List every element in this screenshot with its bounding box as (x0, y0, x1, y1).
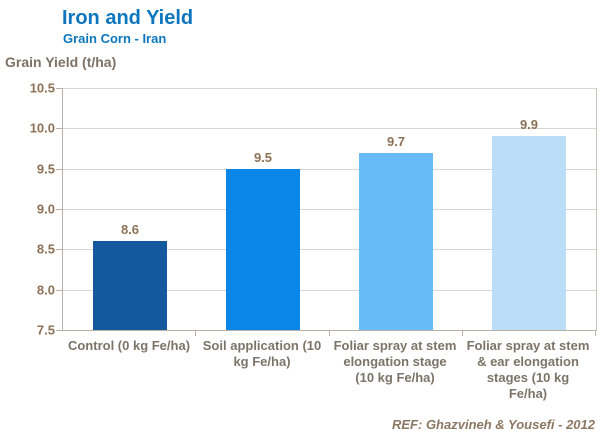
reference-credit: REF: Ghazvineh & Yousefi - 2012 (392, 417, 595, 432)
x-axis-tick (595, 331, 596, 336)
category-label-4: Foliar spray at stem & ear elongation st… (466, 338, 590, 401)
y-axis-tick (56, 128, 62, 129)
y-axis-tick (56, 88, 62, 89)
y-axis-tick (56, 330, 62, 331)
gridline (63, 249, 596, 250)
x-axis-tick (195, 331, 196, 336)
category-label-3: Foliar spray at stem elongation stage (1… (333, 338, 457, 385)
y-axis-tick-label: 7.5 (36, 322, 55, 338)
category-label-1: Control (0 kg Fe/ha) (67, 338, 191, 353)
y-axis-tick (56, 290, 62, 291)
category-label-2: Soil application (10 kg Fe/ha) (202, 338, 322, 369)
bar-3 (359, 153, 433, 330)
y-axis-tick-label: 10.0 (29, 120, 55, 136)
chart-title: Iron and Yield (62, 7, 194, 29)
bar-2 (226, 169, 300, 330)
gridline (63, 209, 596, 210)
gridline (63, 88, 596, 89)
x-axis-tick (462, 331, 463, 336)
x-axis-tick (329, 331, 330, 336)
y-axis-title: Grain Yield (t/ha) (5, 54, 117, 70)
y-axis-tick-label: 8.0 (36, 282, 55, 298)
bar-1 (93, 241, 167, 330)
y-axis-tick-label: 8.5 (36, 241, 55, 257)
y-axis-tick (56, 169, 62, 170)
y-axis-tick-label: 9.5 (36, 161, 55, 177)
chart-subtitle: Grain Corn - Iran (63, 31, 167, 46)
gridline (63, 128, 596, 129)
y-axis-tick (56, 209, 62, 210)
gridline (63, 169, 596, 170)
y-axis-tick-label: 10.5 (29, 80, 55, 96)
bar-value-label: 9.7 (386, 134, 406, 149)
plot-area: 7.5 8.0 8.5 9.0 9.5 10.0 10.5 8.6 9.5 9.7 9.9 (30, 81, 597, 338)
y-axis-tick (56, 249, 62, 250)
bar-value-label: 8.6 (120, 222, 140, 237)
bar-value-label: 9.9 (519, 117, 539, 132)
bar-value-label: 9.5 (253, 150, 273, 165)
gridline (63, 290, 596, 291)
bar-4 (492, 136, 566, 330)
y-axis-tick-label: 9.0 (36, 201, 55, 217)
